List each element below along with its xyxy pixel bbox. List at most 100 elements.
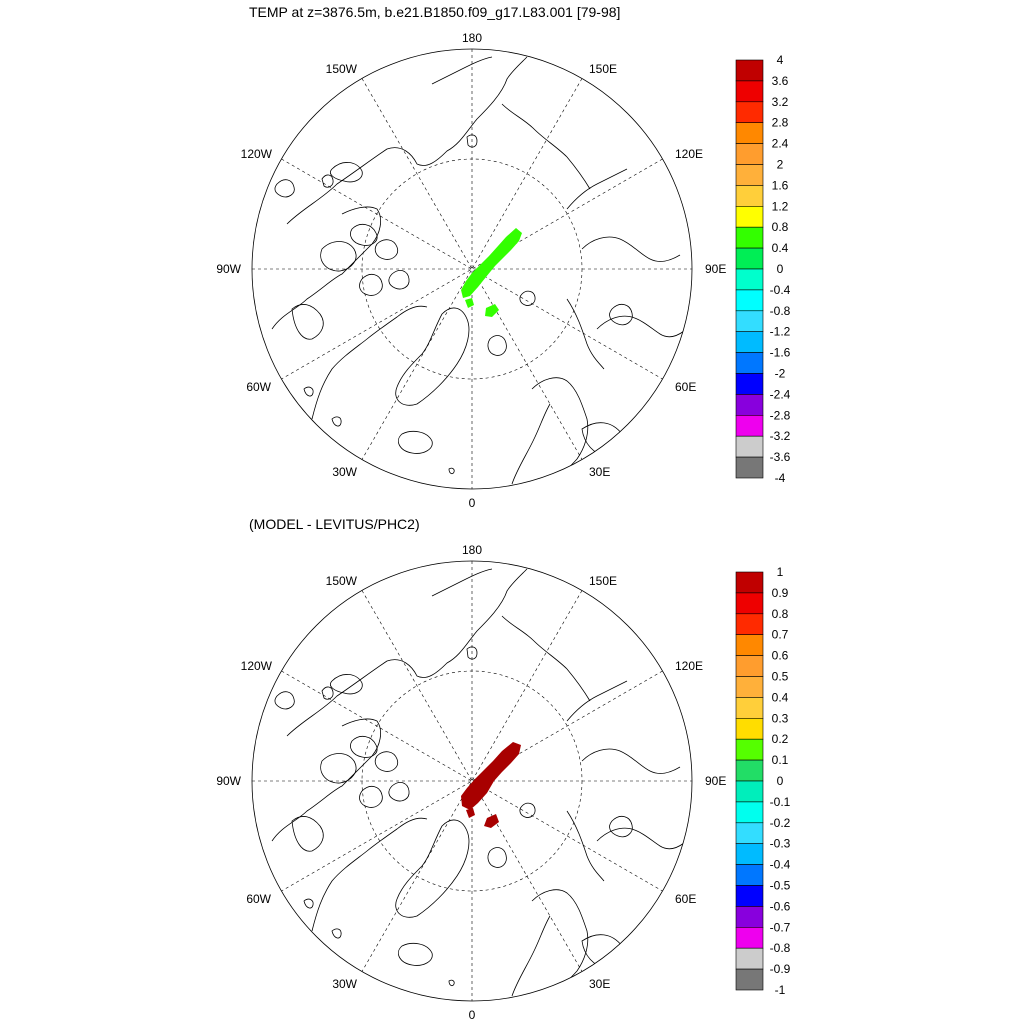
- colorbar-label: -0.2: [770, 816, 791, 830]
- colorbar-label: 0: [777, 262, 784, 276]
- lon-label-180: 180: [462, 31, 482, 45]
- colorbar-swatch: [735, 947, 764, 970]
- colorbar-swatch: [735, 80, 764, 103]
- colorbar-label: -2: [775, 367, 786, 381]
- colorbar-label: -1.2: [770, 325, 791, 339]
- colorbar-label: 0.4: [772, 241, 789, 255]
- colorbar-label: 2: [777, 158, 784, 172]
- colorbar-swatch: [735, 906, 764, 928]
- colorbar-label: 2.8: [772, 116, 789, 130]
- colorbar-label: 0.1: [772, 753, 789, 767]
- colorbar-swatch: [735, 331, 764, 353]
- colorbar-swatch: [735, 885, 764, 907]
- colorbar-swatch: [735, 143, 764, 165]
- colorbar-swatch: [735, 676, 764, 698]
- colorbar-label: 0.8: [772, 607, 789, 621]
- panel-2-colorbar: 1 0.9 0.8 0.7 0.6 0.5 0.4 0.3 0.2 0.1 0 -0.1 -0.2 -0.…: [735, 565, 791, 997]
- lon-label-90w: 90W: [216, 262, 241, 276]
- colorbar-swatch: [735, 435, 764, 458]
- colorbar-label: -0.9: [770, 962, 791, 976]
- colorbar-swatch: [735, 571, 764, 594]
- colorbar-swatch: [735, 289, 764, 312]
- colorbar-label: 0.8: [772, 220, 789, 234]
- colorbar-label: 0.5: [772, 670, 789, 684]
- colorbar-swatch: [735, 352, 764, 374]
- colorbar-label: -0.5: [770, 879, 791, 893]
- colorbar-swatch: [735, 101, 764, 124]
- colorbar-swatch: [735, 592, 764, 615]
- panel-1-title: TEMP at z=3876.5m, b.e21.B1850.f09_g17.L…: [249, 4, 620, 20]
- colorbar-swatch: [735, 613, 764, 635]
- lon-label-150e: 150E: [589, 62, 617, 76]
- colorbar-swatch: [735, 226, 764, 249]
- colorbar-swatch: [735, 968, 764, 991]
- colorbar-label: -0.3: [770, 837, 791, 851]
- colorbar-swatch: [735, 164, 764, 186]
- lon-label-90e: 90E: [705, 262, 726, 276]
- colorbar-swatch: [735, 310, 764, 332]
- panel-2-map: 180 0 90W 90E 150W 150E 120W 120E 60W 60…: [216, 543, 726, 1022]
- lon-label-60e: 60E: [675, 380, 696, 394]
- colorbar-label: 0.9: [772, 586, 789, 600]
- colorbar-swatch: [735, 206, 764, 228]
- colorbar-label: -0.6: [770, 899, 791, 913]
- colorbar-swatch: [735, 414, 764, 437]
- colorbar-label: -1.6: [770, 346, 791, 360]
- colorbar-label: -3.2: [770, 429, 791, 443]
- colorbar-label: -0.8: [770, 941, 791, 955]
- lon-label-90e: 90E: [705, 774, 726, 788]
- colorbar-label: 0.3: [772, 711, 789, 725]
- colorbar-swatch: [735, 456, 764, 479]
- colorbar-label: -0.8: [770, 304, 791, 318]
- colorbar-swatch: [735, 926, 764, 949]
- lon-label-120w: 120W: [241, 659, 273, 673]
- colorbar-label: 1.6: [772, 178, 789, 192]
- colorbar-swatch: [735, 801, 764, 824]
- colorbar-swatch: [735, 780, 764, 803]
- lon-label-150e: 150E: [589, 574, 617, 588]
- colorbar-label: 4: [777, 53, 784, 67]
- colorbar-swatch: [735, 822, 764, 844]
- colorbar-label: -0.4: [770, 283, 791, 297]
- lon-label-60w: 60W: [246, 892, 271, 906]
- colorbar-swatch: [735, 247, 764, 270]
- lon-label-0: 0: [469, 1008, 476, 1022]
- lon-label-30w: 30W: [332, 977, 357, 991]
- colorbar-label: 0.4: [772, 690, 789, 704]
- colorbar-label: -3.6: [770, 450, 791, 464]
- panel-1-map: 180 0 90W 90E 150W 150E 120W 120E 60W 60…: [216, 31, 726, 510]
- colorbar-swatch: [735, 634, 764, 656]
- colorbar-label: -1: [775, 983, 786, 997]
- panel-2-title: (MODEL - LEVITUS/PHC2): [249, 516, 420, 532]
- lon-label-150w: 150W: [326, 574, 358, 588]
- colorbar-swatch: [735, 697, 764, 719]
- colorbar-swatch: [735, 843, 764, 865]
- colorbar-label: -0.7: [770, 920, 791, 934]
- colorbar-swatch: [735, 864, 764, 886]
- lon-label-90w: 90W: [216, 774, 241, 788]
- colorbar-swatch: [735, 394, 764, 416]
- panel-2-anomaly-region: [461, 742, 521, 828]
- lon-label-150w: 150W: [326, 62, 358, 76]
- lon-label-120e: 120E: [675, 659, 703, 673]
- colorbar-label: -0.4: [770, 858, 791, 872]
- colorbar-swatch: [735, 59, 764, 82]
- colorbar-swatch: [735, 373, 764, 395]
- colorbar-label: 0.7: [772, 628, 789, 642]
- colorbar-swatch: [735, 122, 764, 144]
- lon-label-120w: 120W: [241, 147, 273, 161]
- colorbar-label: 0.2: [772, 732, 789, 746]
- colorbar-label: -4: [775, 471, 786, 485]
- lon-label-30e: 30E: [589, 465, 610, 479]
- colorbar-swatch: [735, 185, 764, 207]
- panel-1-colorbar: 4 3.6 3.2 2.8 2.4 2 1.6 1.2 0.8 0.4 0 -0.4 -0.8 -1.2 -…: [735, 53, 791, 485]
- colorbar-label: -0.1: [770, 795, 791, 809]
- colorbar-label: 2.4: [772, 137, 789, 151]
- lon-label-120e: 120E: [675, 147, 703, 161]
- colorbar-swatch: [735, 268, 764, 291]
- colorbar-label: 3.2: [772, 95, 789, 109]
- colorbar-swatch: [735, 655, 764, 677]
- lon-label-180: 180: [462, 543, 482, 557]
- colorbar-label: 0.6: [772, 649, 789, 663]
